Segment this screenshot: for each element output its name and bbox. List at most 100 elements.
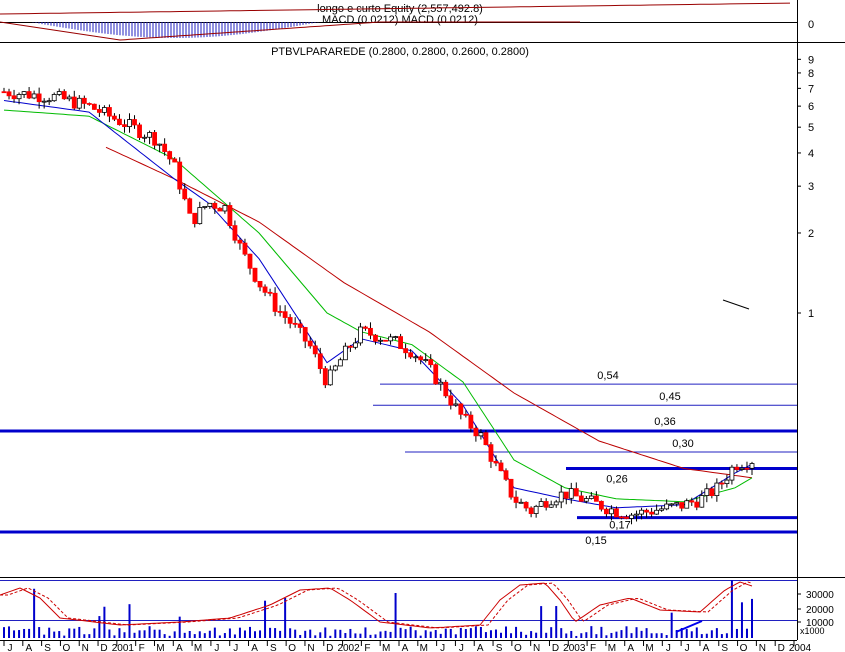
ma-mid-line [3, 109, 753, 503]
candle-body [458, 403, 464, 415]
candle-body [719, 482, 725, 485]
candle-body [287, 317, 293, 324]
candle-body [312, 345, 318, 355]
candle-body [553, 501, 559, 506]
price-level-label: 0,15 [585, 535, 606, 547]
oscillator-signal-line [0, 581, 753, 629]
candle-body [347, 345, 353, 348]
candle-body [147, 132, 152, 138]
candle-body [418, 356, 424, 361]
macd-line [0, 21, 580, 41]
candle-body [327, 369, 333, 386]
x-tick-label: N [82, 643, 89, 652]
x-tick-label: O [514, 643, 522, 652]
candle-body [61, 91, 67, 100]
candle-body [142, 136, 147, 139]
candle-body [513, 496, 519, 503]
candle-body [408, 352, 414, 358]
volume-annotation-line [675, 620, 703, 633]
x-tick-label: J [459, 643, 464, 652]
candle-body [368, 327, 373, 336]
candle-body [56, 91, 62, 95]
candle-body [217, 207, 223, 212]
candle-body [107, 107, 112, 117]
candle-body [272, 292, 278, 312]
candle-body [358, 326, 363, 344]
candle-body [212, 202, 218, 209]
x-tick-label: A [402, 643, 409, 652]
candle-body [478, 432, 484, 437]
candle-body [16, 94, 22, 100]
candle-body [112, 115, 117, 120]
candle-body [96, 109, 102, 113]
x-tick-label: 2004 [789, 643, 812, 652]
price-y-tick-label: 3 [808, 181, 814, 193]
candle-body [563, 491, 569, 499]
candle-body [609, 508, 614, 515]
candle-body [448, 395, 454, 406]
price-level-label: 0,17 [609, 520, 630, 532]
candle-body [177, 161, 183, 190]
candle-body [157, 143, 163, 146]
candle-body [102, 107, 107, 113]
x-tick-label: S [496, 643, 503, 652]
candle-body [41, 100, 47, 103]
candle-body [207, 202, 213, 207]
x-tick-label: M [156, 643, 164, 652]
candle-body [317, 353, 323, 370]
price-level-label: 0,45 [659, 391, 680, 403]
candle-body [528, 507, 534, 514]
x-tick-label: J [685, 643, 690, 652]
price-y-tick-label: 6 [808, 101, 814, 113]
x-tick-label: A [176, 643, 183, 652]
candle-body [167, 151, 173, 160]
price-y-tick-label: 8 [808, 68, 814, 80]
candle-body [679, 502, 685, 509]
candle-body [639, 509, 644, 515]
candle-body [453, 403, 459, 406]
x-tick-label: J [8, 643, 13, 652]
candle-body [122, 124, 127, 128]
candle-body [689, 500, 695, 503]
candle-body [538, 501, 544, 507]
x-tick-label: A [703, 643, 710, 652]
x-tick-label: D [778, 643, 785, 652]
candles [1, 87, 755, 525]
candle-body [307, 340, 313, 347]
candle-body [403, 348, 409, 354]
candle-body [76, 97, 82, 109]
candle-body [227, 205, 233, 227]
x-tick-label: J [440, 643, 445, 652]
x-tick-label: 2002 [337, 643, 360, 652]
candle-body [714, 482, 720, 497]
candle-body [523, 501, 529, 509]
candle-body [598, 500, 604, 510]
candle-body [744, 467, 750, 470]
candle-body [66, 96, 72, 100]
x-tick-label: S [270, 643, 277, 652]
candle-body [533, 505, 539, 514]
candle-body [573, 488, 579, 497]
candle-body [222, 205, 228, 212]
price-y-axis: 9 8 7 6 5 4 3 2 1 [797, 54, 814, 320]
candle-body [428, 359, 434, 366]
equity-axis-zero: 0 [808, 19, 814, 31]
x-tick-label: A [627, 643, 634, 652]
price-level-label: 0,36 [654, 416, 675, 428]
x-tick-label: D [100, 643, 107, 652]
candle-body [36, 93, 42, 103]
candle-body [518, 501, 524, 504]
equity-line [0, 2, 791, 15]
x-axis: J A S O N D 2001 F M A M J J A S O N D 2002 F M A M J J A S O N D 2003… [3, 640, 812, 652]
x-tick-label: F [139, 643, 145, 652]
candle-body [468, 414, 474, 429]
price-title: PTBVLPARAREDE (0.2800, 0.2800, 0.2600, 0… [271, 46, 529, 58]
price-y-tick-label: 4 [808, 148, 814, 160]
candle-body [322, 368, 328, 386]
candle-body [659, 508, 665, 511]
candle-body [493, 460, 499, 464]
x-tick-label: 2001 [112, 643, 135, 652]
candle-body [578, 495, 584, 502]
candle-body [423, 359, 429, 361]
